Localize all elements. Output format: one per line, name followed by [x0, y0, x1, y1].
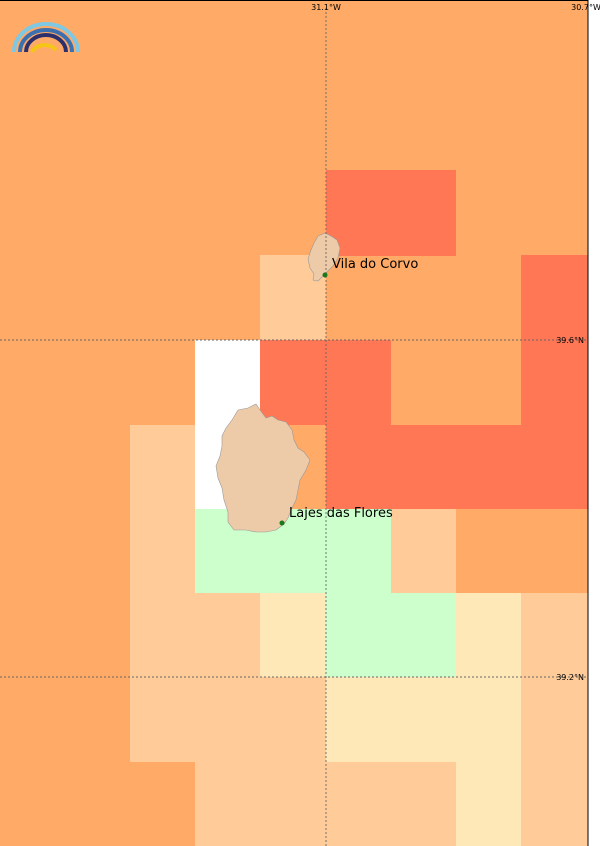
- cell-red-5: [326, 425, 588, 509]
- cell-peach-6: [521, 593, 588, 677]
- lat-label-2: 39.2°N: [556, 673, 584, 682]
- town-vila-do-corvo[interactable]: Vila do Corvo: [322, 257, 419, 278]
- town-marker: [279, 520, 285, 526]
- cell-cream-3: [326, 677, 521, 762]
- cell-red-3: [260, 340, 391, 425]
- cell-peach-2: [130, 425, 195, 509]
- cell-peach-5: [130, 593, 260, 677]
- cell-red-4: [521, 340, 588, 425]
- cell-cream-1: [260, 593, 326, 677]
- cell-peach-9: [195, 762, 326, 846]
- cell-red-1: [326, 170, 456, 256]
- cell-peach-8: [521, 677, 588, 762]
- cell-green-1: [195, 509, 391, 593]
- town-lajes-das-flores[interactable]: Lajes das Flores: [279, 506, 393, 526]
- town-label: Vila do Corvo: [332, 257, 418, 272]
- cell-peach-4: [391, 509, 456, 593]
- graticule: [0, 8, 588, 846]
- rainbow-logo-icon: [12, 22, 80, 54]
- lon-label-2: 30.7°W: [571, 3, 600, 12]
- cell-peach-3: [130, 509, 195, 593]
- island-flores: [215, 403, 311, 533]
- cell-green-2: [326, 593, 456, 677]
- lat-label-1: 39.6°N: [556, 336, 584, 345]
- cell-red-2: [521, 255, 588, 340]
- cell-cream-2: [456, 593, 521, 677]
- cell-peach-11: [521, 762, 588, 846]
- cell-peach-10: [326, 762, 456, 846]
- town-label: Lajes das Flores: [289, 506, 393, 521]
- cell-peach-7: [130, 677, 326, 762]
- lon-label-1: 31.1°W: [311, 3, 341, 12]
- town-marker: [322, 272, 328, 278]
- cell-cream-4: [456, 762, 521, 846]
